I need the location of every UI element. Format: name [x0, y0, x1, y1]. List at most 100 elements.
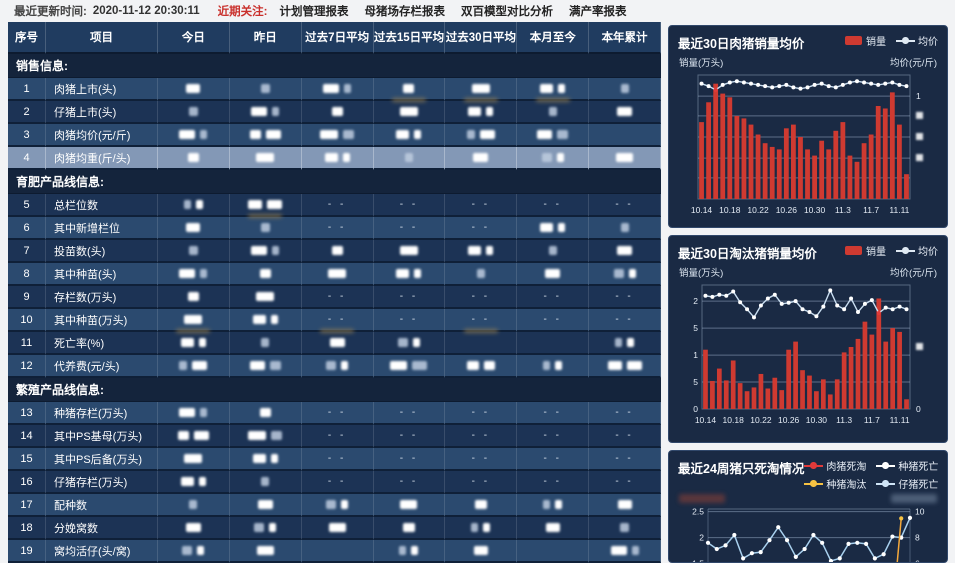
- redacted-value: [471, 523, 479, 532]
- report-table: 序号 项目 今日 昨日 过去7日平均 过去15日平均 过去30日平均 本月至今 本年累计 销售信息…: [8, 22, 661, 563]
- data-cell: [229, 263, 302, 286]
- no-data-dash: - -: [543, 407, 562, 418]
- row-number[interactable]: 14: [8, 425, 46, 448]
- legend-item-0[interactable]: 肉猪死淘: [804, 458, 866, 473]
- topbar-link-0[interactable]: 计划管理报表: [279, 6, 349, 18]
- redacted-value: [177, 431, 189, 440]
- no-data-dash: - -: [543, 453, 562, 464]
- redacted-value: [412, 361, 428, 370]
- legend-item-price[interactable]: 均价: [896, 33, 938, 48]
- row-number[interactable]: 3: [8, 124, 46, 147]
- row-number[interactable]: 5: [8, 194, 46, 217]
- data-cell: [229, 309, 302, 332]
- redacted-value: [271, 431, 283, 440]
- row-number[interactable]: 13: [8, 402, 46, 425]
- topbar-link-3[interactable]: 满产率报表: [568, 6, 627, 18]
- redacted-value: [189, 500, 198, 509]
- line-series-种猪淘汰: [896, 516, 904, 562]
- redacted-value: [200, 269, 208, 278]
- svg-text:10.26: 10.26: [778, 415, 800, 425]
- redacted-value: [399, 246, 418, 255]
- row-label: 投苗数(头): [46, 240, 158, 263]
- legend-item-2[interactable]: 种猪淘汰: [804, 476, 866, 491]
- row-number[interactable]: 4: [8, 147, 46, 170]
- redacted-value: [193, 431, 209, 440]
- no-data-dash: - -: [327, 430, 347, 441]
- row-number[interactable]: 18: [8, 517, 46, 540]
- legend-item-3[interactable]: 仔猪死亡: [876, 476, 938, 491]
- row-number[interactable]: 6: [8, 217, 46, 240]
- data-cell: [229, 214, 302, 240]
- redacted-value: [411, 546, 419, 555]
- redacted-value: [195, 200, 203, 209]
- data-cell: - -: [517, 309, 590, 332]
- row-label: 仔猪上市(头): [46, 101, 158, 124]
- redacted-value: [555, 500, 563, 509]
- no-data-dash: - -: [471, 199, 491, 210]
- redacted-value: [185, 523, 201, 532]
- redacted-value: [545, 269, 561, 278]
- row-number[interactable]: 1: [8, 78, 46, 101]
- topbar-link-2[interactable]: 双百模型对比分析: [460, 6, 553, 18]
- svg-text:10.26: 10.26: [776, 205, 798, 215]
- focus-label: 近期关注:: [217, 6, 268, 18]
- svg-text:10.14: 10.14: [695, 415, 717, 425]
- no-data-dash: - -: [399, 453, 419, 464]
- data-cell: - -: [589, 448, 661, 471]
- data-cell: [229, 78, 302, 101]
- ylabel-left-redacted: [679, 494, 725, 503]
- redacted-value: [272, 107, 280, 116]
- row-number[interactable]: 11: [8, 332, 46, 355]
- no-data-dash: - -: [327, 222, 347, 233]
- data-cell: [301, 78, 374, 101]
- legend-item-1[interactable]: 种猪死亡: [876, 458, 938, 473]
- topbar-link-1[interactable]: 母猪场存栏报表: [364, 6, 445, 18]
- redacted-value: [404, 153, 413, 162]
- row-number[interactable]: 12: [8, 355, 46, 378]
- data-cell: [517, 332, 590, 355]
- legend-item-sales[interactable]: 销量: [845, 33, 886, 48]
- legend-item-price[interactable]: 均价: [896, 243, 938, 258]
- chart-legend: 销量 均价: [845, 243, 938, 258]
- row-label: 配种数: [46, 494, 158, 517]
- line-series-仔猪死亡: [705, 515, 913, 562]
- redacted-value: [269, 361, 281, 370]
- row-number[interactable]: 16: [8, 471, 46, 494]
- row-number[interactable]: 9: [8, 286, 46, 309]
- legend-item-sales[interactable]: 销量: [845, 243, 886, 258]
- row-number[interactable]: 17: [8, 494, 46, 517]
- redacted-value: [192, 361, 208, 370]
- redaction-smudge: [391, 98, 426, 102]
- redacted-value: [403, 84, 415, 93]
- row-number[interactable]: 2: [8, 101, 46, 124]
- no-data-dash: - -: [399, 407, 419, 418]
- redacted-value: [473, 153, 489, 162]
- row-number[interactable]: 8: [8, 263, 46, 286]
- data-cell: [373, 240, 446, 263]
- combo-chart-cull-sales: 10.14 10.18 10.22 10.26 10.30 11.3 11.7 11.11 2 5…: [678, 279, 938, 432]
- redacted-value: [468, 246, 482, 255]
- chart-panel-pig-sales: 最近30日肉猪销量均价 销量 均价 销量(万头) 均价(元/斤) 10.14 10…: [668, 25, 948, 228]
- data-cell: [301, 517, 374, 540]
- row-label: 其中种苗(头): [46, 263, 158, 286]
- section-header: 育肥产品线信息:: [8, 170, 661, 194]
- svg-text:10.30: 10.30: [804, 205, 826, 215]
- data-cell: - -: [301, 425, 374, 448]
- row-number[interactable]: 15: [8, 448, 46, 471]
- row-number[interactable]: 10: [8, 309, 46, 332]
- no-data-dash: - -: [615, 314, 634, 325]
- bar-swatch-icon: [845, 36, 862, 45]
- row-number[interactable]: 19: [8, 540, 46, 563]
- row-label: 仔猪存栏(万头): [46, 471, 158, 494]
- svg-text:1.5: 1.5: [692, 559, 704, 563]
- redacted-value: [180, 477, 194, 486]
- data-cell: [301, 355, 374, 378]
- data-cell: - -: [301, 217, 374, 240]
- row-label: 其中PS基母(万头): [46, 425, 158, 448]
- data-cell: [229, 332, 302, 355]
- data-cell: [517, 355, 590, 378]
- data-cell: [589, 101, 661, 124]
- redacted-value: [249, 361, 265, 370]
- svg-text:10.22: 10.22: [747, 205, 769, 215]
- row-number[interactable]: 7: [8, 240, 46, 263]
